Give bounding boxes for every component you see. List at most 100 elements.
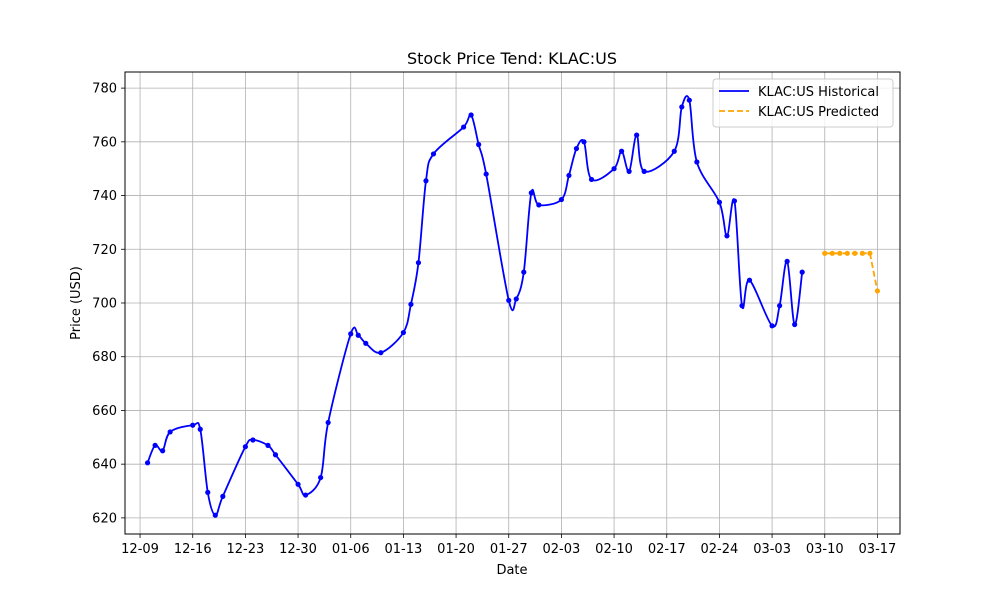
historical-data-point xyxy=(295,481,301,487)
historical-data-point xyxy=(476,141,482,148)
predicted-data-point xyxy=(867,250,873,256)
historical-data-point xyxy=(460,124,467,130)
historical-data-point xyxy=(513,296,519,302)
historical-data-point xyxy=(302,492,309,498)
chart-title: Stock Price Tend: KLAC:US xyxy=(407,49,617,68)
legend-box xyxy=(712,78,894,128)
predicted-data-point xyxy=(852,250,858,256)
y-axis-title: Price (USD) xyxy=(69,266,84,340)
historical-data-point xyxy=(242,444,248,450)
historical-data-point xyxy=(679,104,685,110)
historical-data-point xyxy=(588,176,595,183)
historical-data-point xyxy=(686,97,692,103)
historical-data-point xyxy=(160,448,166,454)
historical-data-point xyxy=(167,429,173,435)
y-tick-label: 720 xyxy=(92,243,117,258)
historical-data-point xyxy=(581,139,587,145)
historical-data-point xyxy=(220,493,226,499)
x-tick-label: 01-27 xyxy=(490,542,528,557)
historical-data-point xyxy=(318,474,324,481)
historical-data-point xyxy=(400,329,406,336)
historical-data-point xyxy=(716,199,723,205)
historical-data-point xyxy=(408,301,414,307)
predicted-data-point xyxy=(837,250,843,256)
x-tick-label: 12-09 xyxy=(121,542,159,557)
x-tick-label: 01-20 xyxy=(437,542,475,557)
historical-data-point xyxy=(378,350,384,356)
historical-data-point xyxy=(348,331,354,337)
historical-data-point xyxy=(641,168,647,174)
historical-data-point xyxy=(363,340,369,346)
historical-data-point xyxy=(506,297,512,303)
legend: KLAC:US Historical KLAC:US Predicted xyxy=(712,78,894,128)
x-tick-label: 03-03 xyxy=(753,542,791,557)
x-tick-label: 02-17 xyxy=(648,542,686,557)
predicted-data-point xyxy=(844,250,850,256)
y-tick-label: 640 xyxy=(92,458,117,473)
historical-data-point xyxy=(769,323,775,329)
predicted-data-point xyxy=(822,250,828,256)
historical-data-point xyxy=(144,460,151,466)
historical-data-point xyxy=(611,166,617,172)
historical-data-point xyxy=(619,148,625,154)
historical-data-point xyxy=(746,277,753,283)
predicted-data-point xyxy=(859,250,865,256)
historical-data-point xyxy=(739,303,745,309)
grid-layer xyxy=(125,72,900,534)
historical-data-point xyxy=(731,198,738,204)
historical-data-point xyxy=(536,202,542,208)
historical-data-point xyxy=(634,132,640,138)
historical-data-point xyxy=(694,159,700,165)
x-tick-label: 12-16 xyxy=(174,542,212,557)
x-tick-label: 02-24 xyxy=(701,542,739,557)
predicted-price-line xyxy=(824,252,879,292)
predicted-data-point xyxy=(874,288,881,294)
historical-data-point xyxy=(573,145,580,152)
x-axis-title: Date xyxy=(496,563,527,578)
historical-data-point xyxy=(483,171,489,177)
y-tick-label: 740 xyxy=(92,189,117,204)
series-layer xyxy=(144,95,881,518)
historical-data-point xyxy=(626,168,632,174)
historical-data-point xyxy=(468,112,474,118)
predicted-data-point xyxy=(829,250,835,256)
x-tick-label: 03-17 xyxy=(859,542,897,557)
historical-data-point xyxy=(212,512,218,518)
y-tick-label: 700 xyxy=(92,297,117,312)
historical-data-point xyxy=(205,489,211,495)
x-tick-label: 12-30 xyxy=(279,542,317,557)
historical-data-point xyxy=(784,258,790,264)
historical-data-point xyxy=(558,196,565,203)
x-tick-label: 02-03 xyxy=(543,542,581,557)
historical-data-point xyxy=(792,321,798,328)
historical-data-point xyxy=(325,419,331,426)
historical-data-point xyxy=(566,172,572,179)
y-tick-label: 760 xyxy=(92,135,117,150)
historical-data-point xyxy=(415,260,422,266)
y-tick-label: 620 xyxy=(92,511,117,526)
historical-data-point xyxy=(724,233,730,239)
legend-historical-label: KLAC:US Historical xyxy=(758,85,879,100)
historical-data-point xyxy=(272,452,279,458)
historical-data-point xyxy=(355,332,361,338)
historical-data-point xyxy=(430,151,437,157)
x-tick-label: 01-06 xyxy=(332,542,370,557)
x-tick-label: 02-10 xyxy=(595,542,633,557)
x-tick-label: 03-10 xyxy=(806,542,844,557)
historical-data-point xyxy=(521,269,527,275)
historical-data-point xyxy=(671,148,677,154)
historical-data-point xyxy=(265,442,271,448)
historical-data-point xyxy=(197,426,203,432)
historical-data-point xyxy=(423,178,429,184)
ticks-layer: 12-09 12-16 12-23 12-30 01-06 01-13 01-20 01-27… xyxy=(92,82,896,557)
legend-predicted-label: KLAC:US Predicted xyxy=(758,105,879,120)
historical-data-point xyxy=(190,422,196,428)
historical-data-point xyxy=(152,442,158,448)
x-tick-label: 01-13 xyxy=(385,542,423,557)
y-tick-label: 680 xyxy=(92,350,117,365)
historical-data-point xyxy=(799,269,805,275)
historical-data-point xyxy=(250,437,256,443)
historical-data-point xyxy=(528,190,534,196)
